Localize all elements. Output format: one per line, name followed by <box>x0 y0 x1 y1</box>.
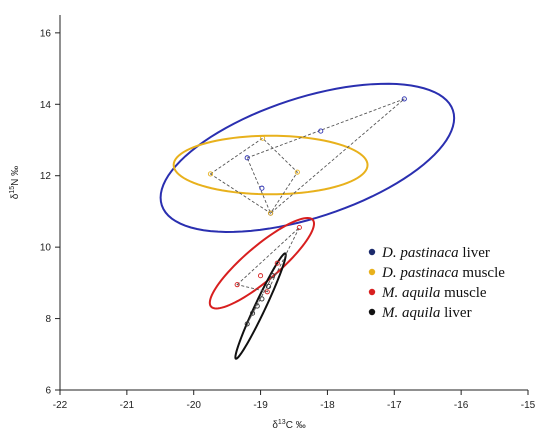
d-pastinaca-liver-hull <box>246 98 405 214</box>
y-tick-label: 10 <box>40 243 52 254</box>
x-tick-label: -15 <box>521 400 536 411</box>
y-tick-label: 14 <box>40 100 52 111</box>
d-pastinaca-liver-point <box>401 96 407 102</box>
m-aquila-muscle-point <box>234 282 240 288</box>
m-aquila-muscle-ellipse <box>208 216 316 310</box>
x-tick-label: -16 <box>454 400 469 411</box>
m-aquila-muscle-hull <box>236 227 300 293</box>
d-pastinaca-muscle-point <box>260 135 266 141</box>
y-tick-label: 16 <box>40 28 52 39</box>
m-aquila-liver-point <box>259 296 265 302</box>
d-pastinaca-muscle-point <box>268 210 274 216</box>
m-aquila-liver-point <box>249 310 256 316</box>
m-aquila-muscle-point <box>274 260 280 266</box>
legend-label: M. aquila muscle <box>381 285 487 301</box>
m-aquila-liver-point <box>270 273 276 279</box>
m-aquila-muscle-point <box>296 224 302 231</box>
m-aquila-liver-point <box>244 321 250 327</box>
legend-label: D. pastinaca muscle <box>381 265 505 281</box>
y-tick-label: 6 <box>45 386 51 397</box>
m-aquila-liver-point <box>266 283 272 289</box>
legend: D. pastinaca liver D. pastinaca muscle M. … <box>368 245 505 321</box>
x-axis-title: δ13C ‰ <box>272 419 305 431</box>
d-pastinaca-liver-point <box>244 155 250 161</box>
legend-label: M. aquila liver <box>381 305 472 321</box>
m-aquila-muscle-point <box>258 273 264 279</box>
d-pastinaca-liver-ellipse <box>159 82 456 233</box>
legend-marker <box>368 308 376 316</box>
d-pastinaca-muscle-hull <box>209 137 298 214</box>
x-tick-label: -22 <box>53 400 68 411</box>
legend-label: D. pastinaca liver <box>381 245 490 261</box>
d-pastinaca-muscle-point <box>207 171 213 177</box>
x-tick-label: -21 <box>120 400 135 411</box>
x-tick-label: -18 <box>320 400 335 411</box>
legend-marker <box>368 288 376 296</box>
y-tick-label: 8 <box>45 314 51 325</box>
legend-marker <box>368 268 376 276</box>
y-axis-title: δ15N ‰ <box>9 166 21 199</box>
ellipses <box>159 82 456 360</box>
x-tick-label: -20 <box>186 400 201 411</box>
m-aquila-liver-ellipse <box>234 252 287 360</box>
x-tick-label: -19 <box>253 400 268 411</box>
legend-marker <box>368 248 376 256</box>
d-pastinaca-muscle-point <box>294 169 300 175</box>
data-points <box>207 96 407 327</box>
axes: -22 -21 -20 -19 -18 -17 -16 -15 6 8 10 12 14 16 δ13C ‰… <box>9 15 536 431</box>
x-tick-label: -17 <box>387 400 402 411</box>
y-tick-label: 12 <box>40 171 52 182</box>
d-pastinaca-liver-point <box>259 185 265 191</box>
m-aquila-muscle-point <box>264 289 270 295</box>
d-pastinaca-muscle-ellipse <box>172 134 369 196</box>
m-aquila-liver-point <box>254 303 260 309</box>
d-pastinaca-liver-point <box>318 128 324 134</box>
